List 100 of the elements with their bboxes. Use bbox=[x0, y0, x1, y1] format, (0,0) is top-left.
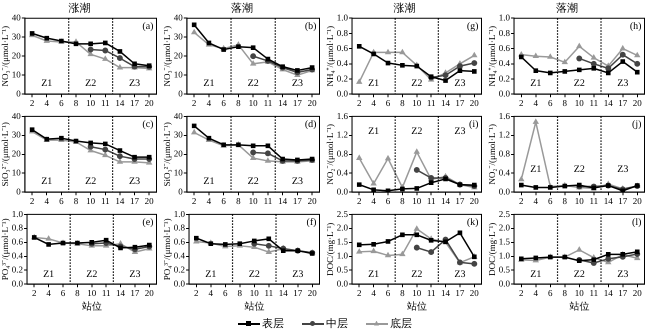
x-tick-label: 8 bbox=[238, 288, 243, 298]
y-tick-label: 0.2 bbox=[336, 73, 348, 84]
x-tick-label: 4 bbox=[371, 98, 376, 108]
y-tick-label: 0.0 bbox=[498, 278, 511, 289]
annotation: Z1 bbox=[530, 164, 542, 176]
x-tick-label: 10 bbox=[574, 288, 584, 298]
x-tick-label: 4 bbox=[534, 98, 539, 108]
y-tick-label: 30 bbox=[12, 130, 22, 140]
y-tick-label: 20 bbox=[12, 148, 22, 159]
legend-label: 中层 bbox=[326, 317, 348, 331]
x-tick-label: 4 bbox=[46, 288, 52, 298]
y-tick-label: 1.6 bbox=[498, 110, 511, 121]
x-tick-label: 20 bbox=[144, 196, 154, 206]
annotation: Z2 bbox=[85, 78, 96, 90]
y-tick-label: 0.2 bbox=[12, 264, 24, 275]
annotation: Z3 bbox=[128, 176, 140, 188]
x-tick-label: 8 bbox=[236, 196, 242, 206]
x-tick-label: 6 bbox=[548, 196, 554, 206]
annotation: Z3 bbox=[454, 269, 466, 280]
x-tick-label: 17 bbox=[292, 98, 302, 108]
annotation: (i) bbox=[469, 119, 478, 130]
x-tick-label: 10 bbox=[574, 196, 584, 206]
y-tick-label: 1.5 bbox=[498, 236, 511, 247]
x-tick-label: 11 bbox=[426, 98, 436, 108]
y-axis-title: NO₂⁻/(μmol·L⁻¹) bbox=[486, 124, 497, 185]
x-tick-label: 6 bbox=[548, 98, 554, 108]
x-tick-label: 6 bbox=[59, 196, 64, 206]
x-tick-label: 2 bbox=[192, 98, 196, 108]
annotation: Z3 bbox=[617, 164, 628, 176]
x-tick-label: 17 bbox=[130, 98, 140, 108]
x-tick-label: 10 bbox=[248, 196, 258, 206]
y-axis-title: NO₃⁻/(μmol·L⁻¹) bbox=[0, 26, 10, 87]
annotation: Z3 bbox=[617, 269, 628, 280]
x-tick-label: 11 bbox=[589, 288, 598, 298]
x-tick-label: 20 bbox=[308, 98, 318, 108]
legend-label: 表层 bbox=[262, 317, 284, 331]
x-tick-label: 2 bbox=[356, 98, 362, 108]
y-tick-label: 10 bbox=[174, 70, 184, 80]
x-tick-label: 14 bbox=[115, 98, 125, 108]
y-axis-title: NH₄⁺/(μmol·L⁻¹) bbox=[486, 26, 497, 87]
y-tick-label: 2.5 bbox=[498, 208, 511, 219]
y-tick-label: 1.2 bbox=[336, 130, 348, 140]
x-tick-label: 14 bbox=[278, 98, 288, 108]
x-tick-label: 11 bbox=[264, 196, 272, 206]
annotation: Z1 bbox=[530, 78, 542, 90]
annotation: Z2 bbox=[85, 176, 96, 188]
y-tick-label: 40 bbox=[12, 110, 22, 121]
annotation: (d) bbox=[304, 119, 316, 130]
x-tick-label: 6 bbox=[59, 98, 64, 108]
chart-title: 落潮 bbox=[231, 1, 253, 14]
x-tick-label: 11 bbox=[264, 98, 272, 108]
y-tick-label: 1.6 bbox=[336, 110, 349, 121]
annotation: (f) bbox=[306, 217, 316, 228]
x-tick-label: 8 bbox=[74, 98, 79, 108]
x-tick-label: 14 bbox=[441, 288, 451, 298]
y-tick-label: 30 bbox=[12, 32, 22, 42]
x-tick-label: 11 bbox=[589, 98, 598, 108]
x-tick-label: 17 bbox=[455, 98, 465, 108]
y-tick-label: 0.4 bbox=[12, 250, 24, 261]
y-tick-label: 1.0 bbox=[174, 208, 186, 219]
y-tick-label: 40 bbox=[174, 12, 184, 23]
y-tick-label: 1.0 bbox=[498, 12, 511, 23]
x-tick-label: 17 bbox=[618, 288, 628, 298]
y-tick-label: 40 bbox=[12, 12, 22, 23]
x-axis-title: 站位 bbox=[82, 300, 102, 313]
y-tick-label: 1.5 bbox=[336, 236, 349, 247]
y-tick-label: 1.0 bbox=[498, 250, 511, 261]
y-tick-label: 0.0 bbox=[336, 88, 349, 99]
annotation: (c) bbox=[142, 119, 154, 130]
annotation: (e) bbox=[142, 217, 154, 228]
y-tick-label: 1.0 bbox=[12, 208, 24, 219]
y-tick-label: 0.5 bbox=[336, 264, 349, 275]
x-tick-label: 8 bbox=[562, 98, 568, 108]
y-axis-title: DOC/(mg·L⁻¹) bbox=[324, 222, 335, 276]
x-tick-label: 20 bbox=[144, 288, 154, 298]
x-tick-label: 2 bbox=[356, 196, 362, 206]
annotation: (b) bbox=[304, 20, 316, 32]
x-tick-label: 6 bbox=[548, 288, 554, 298]
y-tick-label: 0.0 bbox=[336, 278, 349, 289]
annotation: Z3 bbox=[292, 78, 303, 90]
x-tick-label: 4 bbox=[206, 98, 212, 108]
x-tick-label: 4 bbox=[206, 196, 212, 206]
y-tick-label: 0.4 bbox=[498, 168, 511, 178]
y-tick-label: 10 bbox=[12, 168, 22, 178]
x-tick-label: 20 bbox=[308, 288, 318, 298]
annotation: Z2 bbox=[574, 78, 585, 90]
x-tick-label: 8 bbox=[74, 196, 79, 206]
x-tick-label: 11 bbox=[100, 98, 110, 108]
x-tick-label: 20 bbox=[470, 288, 480, 298]
annotation: Z2 bbox=[574, 164, 585, 176]
x-tick-label: 10 bbox=[574, 98, 584, 108]
y-tick-label: 0.2 bbox=[174, 264, 186, 275]
y-tick-label: 0.2 bbox=[498, 73, 510, 84]
x-tick-label: 17 bbox=[130, 196, 140, 206]
x-tick-label: 10 bbox=[86, 98, 96, 108]
annotation: Z1 bbox=[368, 78, 380, 90]
x-tick-label: 14 bbox=[441, 98, 451, 108]
chart-title: 涨潮 bbox=[394, 1, 416, 14]
x-tick-label: 14 bbox=[115, 196, 125, 206]
y-tick-label: 0.8 bbox=[336, 148, 349, 159]
